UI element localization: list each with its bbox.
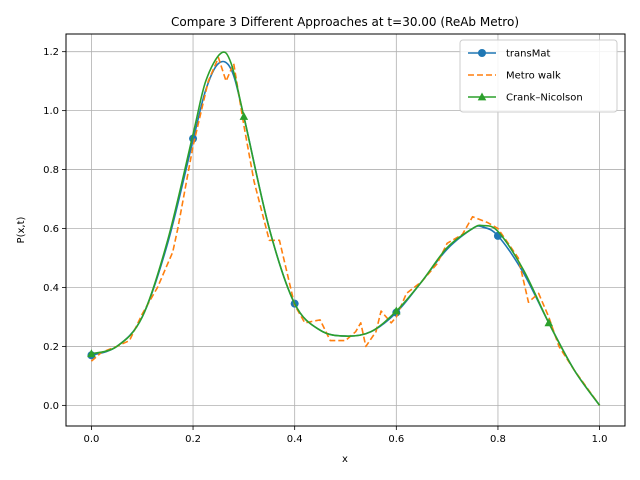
y-axis: 0.0 0.2 0.4 0.6 0.8 1.0 1.2 xyxy=(43,47,66,412)
legend: transMat Metro walk Crank–Nicolson xyxy=(459,39,618,113)
y-tick-label: 0.4 xyxy=(43,283,59,294)
legend-marker-0 xyxy=(478,49,486,57)
legend-label-2: Crank–Nicolson xyxy=(506,93,583,104)
x-tick-label: 0.6 xyxy=(388,434,404,445)
y-tick-label: 0.6 xyxy=(43,224,59,235)
y-axis-label: P(x,t) xyxy=(16,216,27,243)
legend-label-0: transMat xyxy=(506,49,550,60)
y-tick-label: 0.0 xyxy=(43,401,59,412)
x-tick-label: 0.4 xyxy=(287,434,303,445)
legend-label-1: Metro walk xyxy=(506,71,561,82)
y-tick-label: 0.2 xyxy=(43,342,59,353)
plot-area xyxy=(87,51,601,406)
legend-box xyxy=(459,39,618,113)
legend-marker-2 xyxy=(477,92,487,101)
x-tick-label: 0.8 xyxy=(490,434,506,445)
series-line-1 xyxy=(90,56,601,406)
series-2-marker xyxy=(392,306,401,315)
series-2-marker xyxy=(87,349,96,358)
y-tick-label: 1.2 xyxy=(43,47,59,58)
series-2-marker xyxy=(239,112,249,120)
grid xyxy=(66,34,625,426)
x-axis: 0.0 0.2 0.4 0.6 0.8 1.0 xyxy=(83,426,608,445)
series-2-marker xyxy=(544,318,554,327)
x-tick-label: 0.0 xyxy=(83,434,99,445)
axes-frame xyxy=(65,33,626,427)
x-tick-label: 1.0 xyxy=(592,434,608,445)
chart-title: Compare 3 Different Approaches at t=30.0… xyxy=(171,15,519,29)
x-axis-label: x xyxy=(342,454,348,465)
y-tick-label: 1.0 xyxy=(43,106,59,117)
y-tick-label: 0.8 xyxy=(43,165,59,176)
x-tick-label: 0.2 xyxy=(185,434,201,445)
series-line-2 xyxy=(91,51,601,406)
